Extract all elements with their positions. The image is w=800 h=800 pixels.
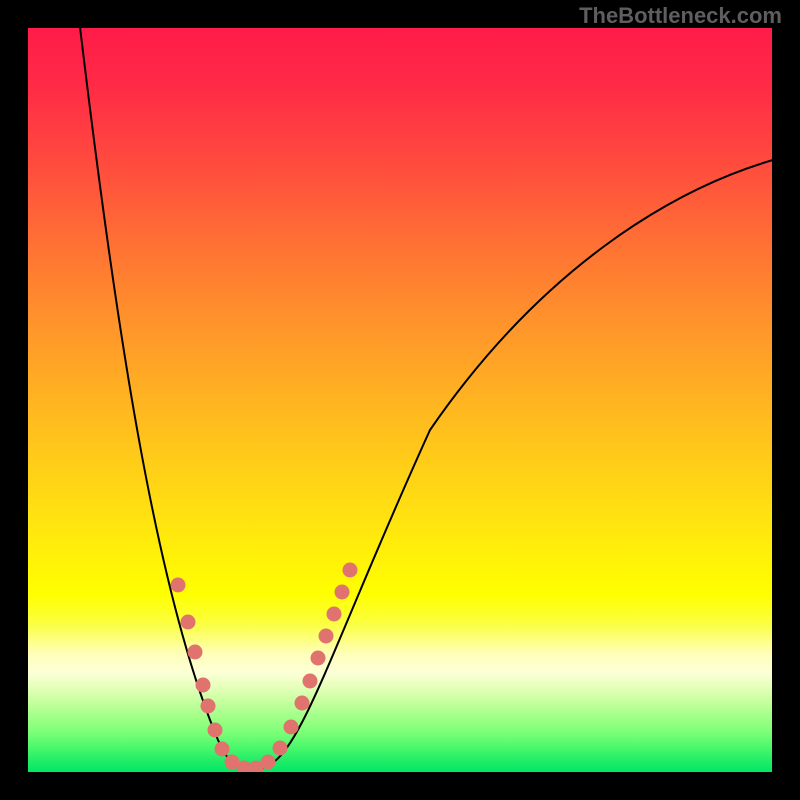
curve-marker [196, 678, 211, 693]
curve-marker [284, 720, 299, 735]
curve-marker [261, 755, 276, 770]
curve-marker [327, 607, 342, 622]
watermark-text: TheBottleneck.com [579, 3, 782, 29]
curve-marker [335, 585, 350, 600]
curve-marker [311, 651, 326, 666]
curve-marker [201, 699, 216, 714]
bottleneck-chart [0, 0, 800, 800]
curve-marker [171, 578, 186, 593]
curve-marker [295, 696, 310, 711]
curve-marker [273, 741, 288, 756]
curve-marker [215, 742, 230, 757]
curve-marker [188, 645, 203, 660]
curve-marker [343, 563, 358, 578]
curve-marker [303, 674, 318, 689]
plot-background [27, 27, 773, 773]
curve-marker [181, 615, 196, 630]
curve-marker [208, 723, 223, 738]
curve-marker [319, 629, 334, 644]
